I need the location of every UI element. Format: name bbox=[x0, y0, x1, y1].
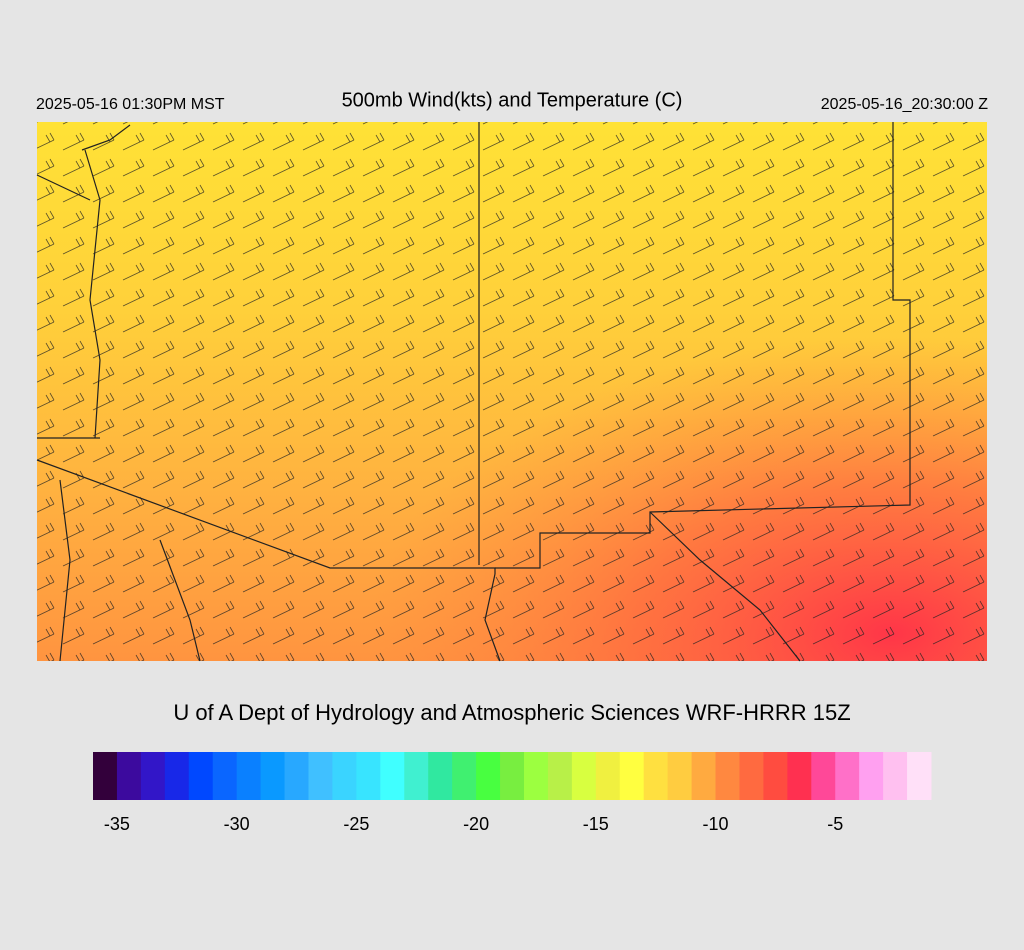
colorbar-swatch bbox=[547, 752, 573, 800]
colorbar-swatch bbox=[715, 752, 740, 800]
colorbar-swatch bbox=[332, 752, 357, 800]
state-borders bbox=[36, 122, 911, 662]
colorbar-swatch bbox=[835, 752, 860, 800]
colorbar-swatch bbox=[643, 752, 669, 800]
colorbar-swatch bbox=[404, 752, 429, 800]
colorbar-swatch bbox=[356, 752, 381, 800]
colorbar-tick-label: -20 bbox=[463, 814, 489, 834]
colorbar-swatch bbox=[619, 752, 645, 800]
colorbar-swatch bbox=[859, 752, 884, 800]
colorbar-tick-label: -30 bbox=[224, 814, 250, 834]
colorbar-swatch bbox=[188, 752, 214, 800]
colorbar-swatch bbox=[212, 752, 238, 800]
colorbar-tick-label: -35 bbox=[104, 814, 130, 834]
colorbar-swatch bbox=[476, 752, 501, 800]
colorbar-tick-label: -25 bbox=[343, 814, 369, 834]
colorbar: -35 -30 -25 -20 -15 -10 -5 bbox=[93, 752, 932, 834]
colorbar-swatch bbox=[763, 752, 788, 800]
colorbar-swatch bbox=[523, 752, 549, 800]
colorbar-swatch bbox=[571, 752, 597, 800]
colorbar-swatch bbox=[883, 752, 908, 800]
map bbox=[36, 122, 987, 662]
colorbar-swatch bbox=[739, 752, 764, 800]
colorbar-swatch bbox=[93, 752, 118, 800]
colorbar-swatch bbox=[380, 752, 405, 800]
colorbar-swatch bbox=[140, 752, 166, 800]
wind-barbs bbox=[37, 122, 987, 661]
colorbar-swatch bbox=[667, 752, 693, 800]
colorbar-swatch bbox=[236, 752, 262, 800]
colorbar-swatch bbox=[500, 752, 525, 800]
colorbar-swatch bbox=[308, 752, 333, 800]
colorbar-swatch bbox=[428, 752, 453, 800]
colorbar-swatch bbox=[452, 752, 477, 800]
colorbar-swatch bbox=[811, 752, 836, 800]
colorbar-tick-label: -10 bbox=[703, 814, 729, 834]
colorbar-tick-label: -15 bbox=[583, 814, 609, 834]
colorbar-swatch bbox=[284, 752, 309, 800]
colorbar-swatch bbox=[691, 752, 717, 800]
colorbar-swatch bbox=[260, 752, 286, 800]
colorbar-swatch bbox=[787, 752, 812, 800]
utc-time: 2025-05-16_20:30:00 Z bbox=[821, 96, 988, 113]
colorbar-swatch bbox=[164, 752, 190, 800]
credit: U of A Dept of Hydrology and Atmospheric… bbox=[173, 700, 850, 725]
map-title: 500mb Wind(kts) and Temperature (C) bbox=[342, 89, 683, 111]
colorbar-tick-label: -5 bbox=[827, 814, 843, 834]
local-time: 2025-05-16 01:30PM MST bbox=[36, 96, 225, 113]
colorbar-swatch bbox=[595, 752, 621, 800]
colorbar-swatch bbox=[116, 752, 142, 800]
colorbar-swatch bbox=[907, 752, 932, 800]
